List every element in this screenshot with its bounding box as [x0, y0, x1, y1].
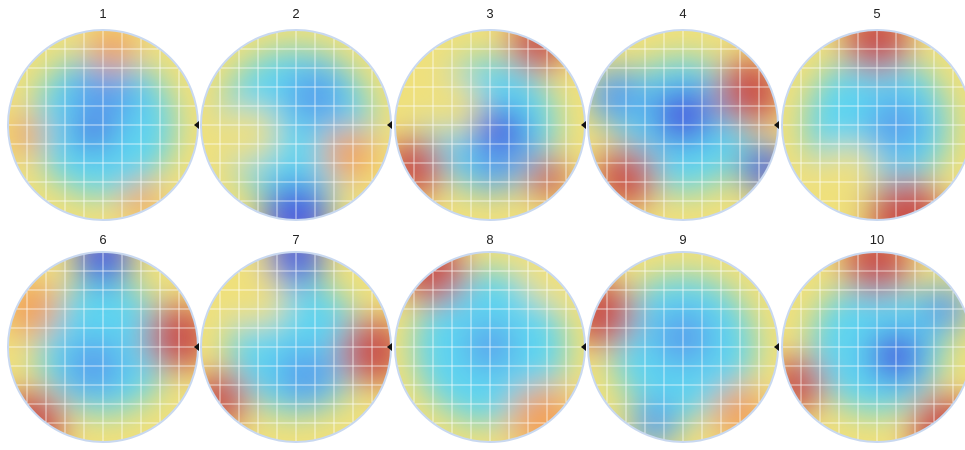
wafer-label: 8	[486, 232, 493, 247]
wafer-label: 5	[873, 6, 880, 21]
wafer-label: 9	[679, 232, 686, 247]
wafer-label: 6	[99, 232, 106, 247]
wafer: 8	[394, 232, 586, 443]
wafer: 3	[394, 6, 586, 221]
wafer: 1	[7, 6, 199, 221]
wafer-label: 1	[99, 6, 106, 21]
wafer: 5	[781, 6, 965, 221]
notch	[194, 343, 199, 351]
wafer: 2	[200, 6, 392, 221]
wafer-heatmap	[588, 30, 778, 220]
wafer-heatmap	[8, 252, 198, 442]
wafer: 4	[587, 6, 779, 221]
wafer-heatmap	[8, 30, 198, 220]
wafer-label: 3	[486, 6, 493, 21]
notch	[387, 343, 392, 351]
wafer-edge	[781, 29, 965, 221]
notch	[774, 121, 779, 129]
wafer-label: 2	[292, 6, 299, 21]
wafer: 6	[7, 232, 199, 443]
wafer-heatmap	[782, 30, 965, 220]
wafer-label: 10	[870, 232, 884, 247]
wafer: 9	[587, 232, 779, 443]
wafer-heatmap	[782, 252, 965, 442]
notch	[194, 121, 199, 129]
wafer-edge	[781, 251, 965, 443]
notch	[774, 343, 779, 351]
wafer-label: 7	[292, 232, 299, 247]
wafer-heatmap	[201, 252, 391, 442]
wafer: 7	[200, 232, 392, 443]
wafer-label: 4	[679, 6, 686, 21]
wafer-heatmap	[201, 30, 391, 220]
notch	[581, 121, 586, 129]
notch	[581, 343, 586, 351]
wafer-heatmap	[395, 30, 585, 220]
wafer: 10	[781, 232, 965, 443]
wafer-heatmap	[395, 252, 585, 442]
notch	[387, 121, 392, 129]
